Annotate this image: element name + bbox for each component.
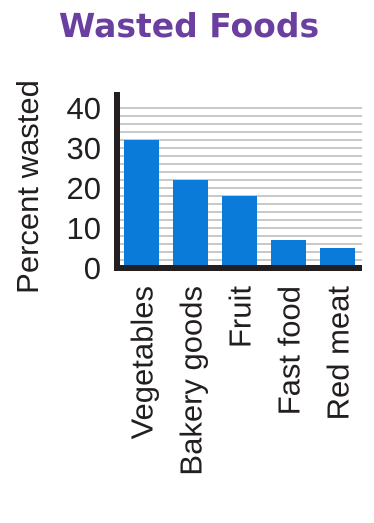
y-tick-label: 20 bbox=[67, 171, 101, 206]
bar-red-meat bbox=[320, 248, 355, 268]
x-tick-labels: Vegetables Bakery goods Fruit Fast food Red … bbox=[125, 286, 356, 476]
bar-fast-food bbox=[271, 240, 306, 268]
x-tick-label: Fast food bbox=[272, 286, 307, 415]
y-tick-label: 10 bbox=[67, 211, 101, 246]
y-axis-label: Percent wasted bbox=[10, 80, 45, 294]
axes bbox=[114, 92, 362, 271]
y-tick-labels: 0 10 20 30 40 bbox=[67, 91, 101, 286]
bar-fruit bbox=[222, 196, 257, 268]
chart-title: Wasted Foods bbox=[59, 6, 319, 45]
bar-bakery-goods bbox=[173, 180, 208, 268]
x-tick-label: Fruit bbox=[223, 286, 258, 348]
y-tick-label: 30 bbox=[67, 131, 101, 166]
y-tick-label: 40 bbox=[67, 91, 101, 126]
bar-vegetables bbox=[124, 140, 159, 268]
x-tick-label: Bakery goods bbox=[174, 286, 209, 476]
bars bbox=[124, 140, 355, 268]
y-tick-label: 0 bbox=[84, 251, 101, 286]
x-tick-label: Vegetables bbox=[125, 286, 160, 439]
x-tick-label: Red meat bbox=[321, 286, 356, 421]
